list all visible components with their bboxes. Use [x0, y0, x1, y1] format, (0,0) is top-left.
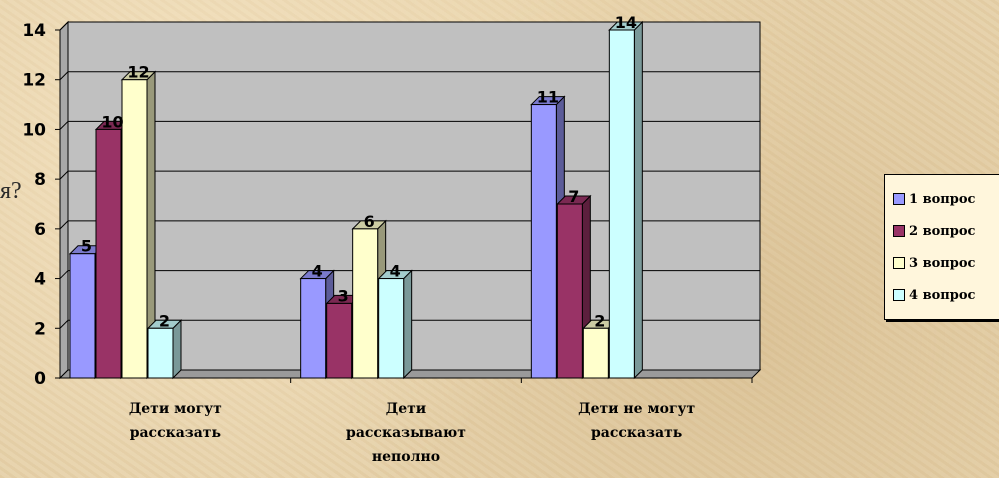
axes [55, 29, 753, 383]
data-label: 10 [101, 112, 123, 131]
legend-label: 1 вопрос [909, 191, 976, 207]
bar [530, 104, 557, 379]
bar-side [172, 319, 182, 380]
data-label: 6 [364, 212, 375, 231]
gridline-diag [59, 121, 69, 130]
legend-label: 4 вопрос [909, 287, 976, 303]
legend-label: 2 вопрос [909, 223, 976, 239]
y-tick-label: 12 [22, 71, 46, 91]
bar [95, 128, 122, 379]
data-label: 14 [615, 13, 637, 32]
data-label: 3 [338, 286, 349, 305]
bar [300, 278, 327, 379]
bar [556, 203, 583, 379]
plot-back-wall [67, 21, 761, 371]
category-label: Дети [386, 401, 426, 417]
legend-item: 3 вопрос [893, 253, 975, 273]
legend-label: 3 вопрос [909, 255, 976, 271]
y-tick-label: 14 [22, 21, 46, 41]
y-tick-label: 6 [34, 220, 46, 240]
y-tick-label: 2 [34, 319, 46, 339]
bar-side [633, 20, 643, 380]
bar [326, 302, 353, 379]
legend-swatch [893, 257, 905, 269]
bar-side [403, 269, 413, 380]
bar [121, 79, 148, 379]
bar [147, 327, 174, 379]
data-label: 5 [81, 237, 92, 256]
y-tick-label: 0 [34, 369, 46, 389]
y-tick-labels: 0 2 4 6 8 10 12 14 [22, 21, 46, 389]
y-tick-label: 8 [34, 170, 46, 190]
gridline-diag [59, 21, 69, 31]
bars [68, 20, 644, 380]
gridlines [59, 21, 760, 329]
data-label: 4 [312, 262, 323, 281]
data-label: 7 [568, 187, 579, 206]
legend-item: 2 вопрос [893, 221, 975, 241]
category-label: Дети не могут [578, 401, 695, 417]
category-label: рассказывают [346, 425, 466, 441]
category-label: рассказать [591, 425, 682, 441]
category-labels: Дети могут рассказать Дети рассказывают непо… [129, 401, 696, 465]
data-label: 4 [390, 262, 401, 281]
legend-swatch [893, 225, 905, 237]
legend-swatch [893, 193, 905, 205]
data-label: 11 [537, 88, 559, 107]
category-label: рассказать [130, 425, 221, 441]
stray-text: я? [0, 178, 22, 204]
category-label: неполно [372, 449, 440, 465]
bar [582, 327, 609, 379]
legend-item: 4 вопрос [893, 285, 975, 305]
gridline-diag [59, 319, 69, 329]
legend-swatch [893, 289, 905, 301]
y-tick-label: 4 [34, 270, 46, 290]
bar [69, 253, 96, 379]
legend: 1 вопрос 2 вопрос 3 вопрос 4 вопрос [884, 174, 999, 320]
bar [378, 278, 405, 379]
category-label: Дети могут [129, 401, 222, 417]
bar [352, 228, 379, 379]
bar [608, 29, 635, 379]
gridline-diag [59, 170, 69, 180]
y-tick-label: 10 [22, 120, 46, 140]
legend-item: 1 вопрос [893, 189, 975, 209]
gridline-diag [59, 220, 69, 230]
gridline-diag [59, 270, 69, 279]
data-label: 2 [594, 311, 605, 330]
gridline-diag [59, 71, 69, 81]
data-label: 12 [127, 63, 149, 82]
data-label: 2 [159, 311, 170, 330]
